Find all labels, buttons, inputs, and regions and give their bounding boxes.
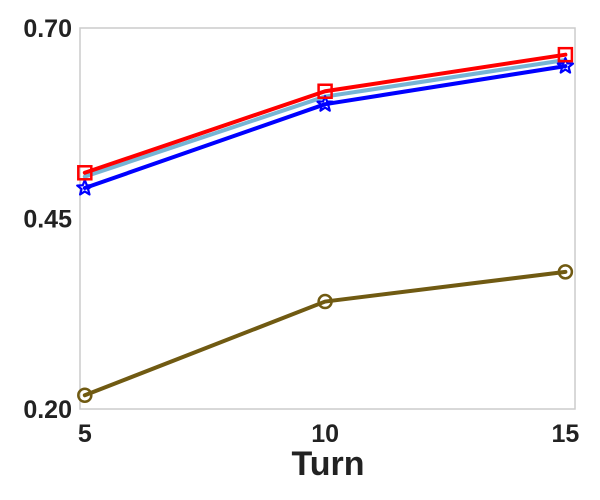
data-point <box>317 83 333 99</box>
x-axis-ticks: 5 10 15 <box>78 420 580 448</box>
data-point <box>557 264 574 280</box>
series-line <box>82 269 568 398</box>
y-tick-label: 0.45 <box>23 206 72 234</box>
data-point <box>316 95 334 112</box>
series-2 <box>76 56 575 196</box>
x-axis-label: Turn <box>291 445 364 483</box>
series-line <box>82 52 568 175</box>
data-point <box>557 46 574 63</box>
y-tick-label: 0.70 <box>23 15 72 43</box>
series-3 <box>77 46 574 181</box>
x-tick-label: 10 <box>311 420 339 448</box>
series-4 <box>77 264 574 404</box>
data-point <box>556 56 575 74</box>
data-point <box>76 178 94 196</box>
x-tick-label: 15 <box>551 420 579 448</box>
data-point <box>317 293 333 310</box>
x-tick-label: 5 <box>78 420 92 448</box>
data-point <box>77 165 93 181</box>
y-axis-ticks: 0.20 0.45 0.70 <box>23 15 72 424</box>
y-tick-label: 0.20 <box>23 396 72 424</box>
series-line <box>82 64 568 191</box>
series-layer <box>76 46 575 404</box>
data-point <box>77 387 93 404</box>
